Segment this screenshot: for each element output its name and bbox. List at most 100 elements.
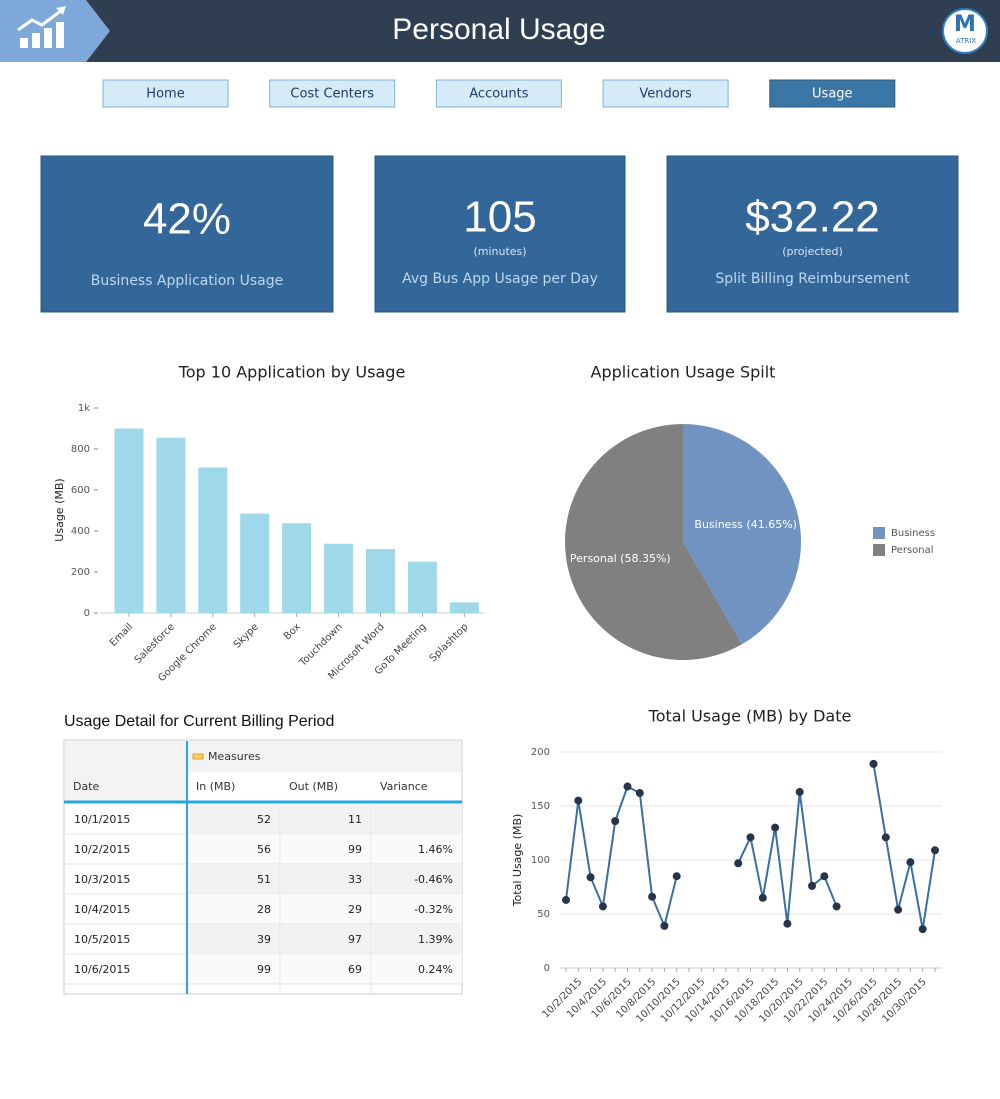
table-head-cols — [187, 772, 461, 802]
y-tick-label: 200 — [71, 567, 90, 578]
table-title: Usage Detail for Current Billing Period — [64, 713, 334, 730]
nav-label[interactable]: Accounts — [469, 87, 528, 102]
cell-bg — [281, 834, 371, 864]
cell-bg — [372, 864, 462, 894]
line-point — [734, 859, 743, 868]
line-series — [565, 763, 936, 930]
table-cell: -0.32% — [414, 903, 453, 916]
kpi-label: Business Application Usage — [91, 273, 283, 289]
chart-title: Application Usage Spilt — [591, 363, 776, 382]
nav-button[interactable] — [769, 79, 896, 108]
nav-label[interactable]: Usage — [812, 87, 853, 102]
header-bar — [0, 0, 1000, 62]
line-point — [758, 893, 767, 902]
nav-button[interactable] — [435, 79, 562, 108]
y-tick-label: 200 — [531, 747, 550, 758]
table-cell: 52 — [257, 813, 271, 826]
y-tick-label: 100 — [531, 855, 550, 866]
kpi-value: 42% — [143, 195, 231, 244]
line-point — [832, 902, 841, 911]
y-tick-label: 800 — [71, 444, 90, 455]
line-point — [598, 902, 607, 911]
nav-button[interactable] — [102, 79, 229, 108]
table-cell: 29 — [348, 903, 362, 916]
legend-swatch — [873, 544, 885, 556]
legend-swatch — [873, 527, 885, 539]
x-tick-label: Email — [108, 621, 135, 648]
table-cell: 1.46% — [418, 843, 453, 856]
line-point — [918, 925, 927, 934]
y-tick-label: 1k — [78, 403, 90, 414]
chart-title: Total Usage (MB) by Date — [648, 707, 852, 726]
line-point — [574, 796, 583, 805]
bar — [240, 513, 270, 613]
bar — [365, 549, 395, 613]
kpi-value: 105 — [463, 193, 536, 242]
nav-label[interactable]: Cost Centers — [290, 87, 374, 102]
column-header: Date — [73, 780, 100, 793]
cell-bg — [188, 864, 280, 894]
line-point — [586, 873, 595, 882]
line-point — [562, 895, 570, 904]
line-point — [894, 905, 903, 914]
y-tick-label: 400 — [71, 526, 90, 537]
header-icon — [17, 6, 66, 48]
logo-text: ATRIX — [956, 37, 976, 45]
kpi-card — [666, 155, 959, 313]
line-point — [746, 833, 755, 842]
line-point — [672, 872, 681, 881]
table-cell: 10/4/2015 — [74, 903, 130, 916]
table-cell: 97 — [348, 933, 362, 946]
table-cell: 39 — [257, 933, 271, 946]
header-title: Personal Usage — [392, 13, 605, 46]
y-axis-label: Usage (MB) — [53, 478, 66, 541]
cell-bg — [188, 954, 280, 984]
cell-bg — [281, 864, 371, 894]
line-point — [611, 817, 620, 826]
bar — [282, 523, 312, 613]
cell-bg — [372, 894, 462, 924]
y-tick-label: 50 — [537, 909, 550, 920]
table-cell: 51 — [257, 873, 271, 886]
y-tick-label: 0 — [84, 608, 90, 619]
group-icon — [192, 753, 204, 760]
table-cell: 28 — [257, 903, 271, 916]
nav-label[interactable]: Home — [146, 87, 184, 102]
line-point — [869, 759, 878, 768]
pie-slice — [683, 424, 802, 645]
kpi-label: Split Billing Reimbursement — [715, 271, 910, 287]
logo-letter: M — [954, 12, 976, 37]
nav-button[interactable] — [602, 79, 729, 108]
x-tick-label: Skype — [232, 621, 261, 650]
table-cell: 0.24% — [418, 963, 453, 976]
cell-bg — [372, 924, 462, 954]
line-point — [881, 833, 890, 842]
legend-label: Personal — [891, 545, 934, 556]
logo — [942, 8, 988, 54]
table-cell: 10/6/2015 — [74, 963, 130, 976]
kpi-note: (projected) — [782, 245, 843, 258]
cell-bg — [188, 924, 280, 954]
table-cell: 10/5/2015 — [74, 933, 130, 946]
nav-label[interactable]: Vendors — [639, 87, 692, 102]
x-tick-label: Splashtop — [428, 621, 471, 664]
table-cell: 10/2/2015 — [74, 843, 130, 856]
line-point — [931, 846, 939, 855]
line-point — [820, 872, 829, 881]
bar — [156, 437, 186, 613]
column-header: In (MB) — [196, 780, 235, 793]
cell-bg — [281, 924, 371, 954]
y-tick-label: 0 — [544, 963, 550, 974]
slice-label: Business (41.65%) — [694, 518, 797, 531]
pie-slice — [565, 424, 743, 660]
cell-bg — [372, 954, 462, 984]
nav-button[interactable] — [269, 79, 396, 108]
table-cell: -0.46% — [414, 873, 453, 886]
column-header: Out (MB) — [289, 780, 338, 793]
group-header: Measures — [208, 750, 261, 763]
line-point — [635, 789, 644, 798]
table-cell: 11 — [348, 813, 362, 826]
cell-bg — [281, 954, 371, 984]
table-cell: 10/1/2015 — [74, 813, 130, 826]
